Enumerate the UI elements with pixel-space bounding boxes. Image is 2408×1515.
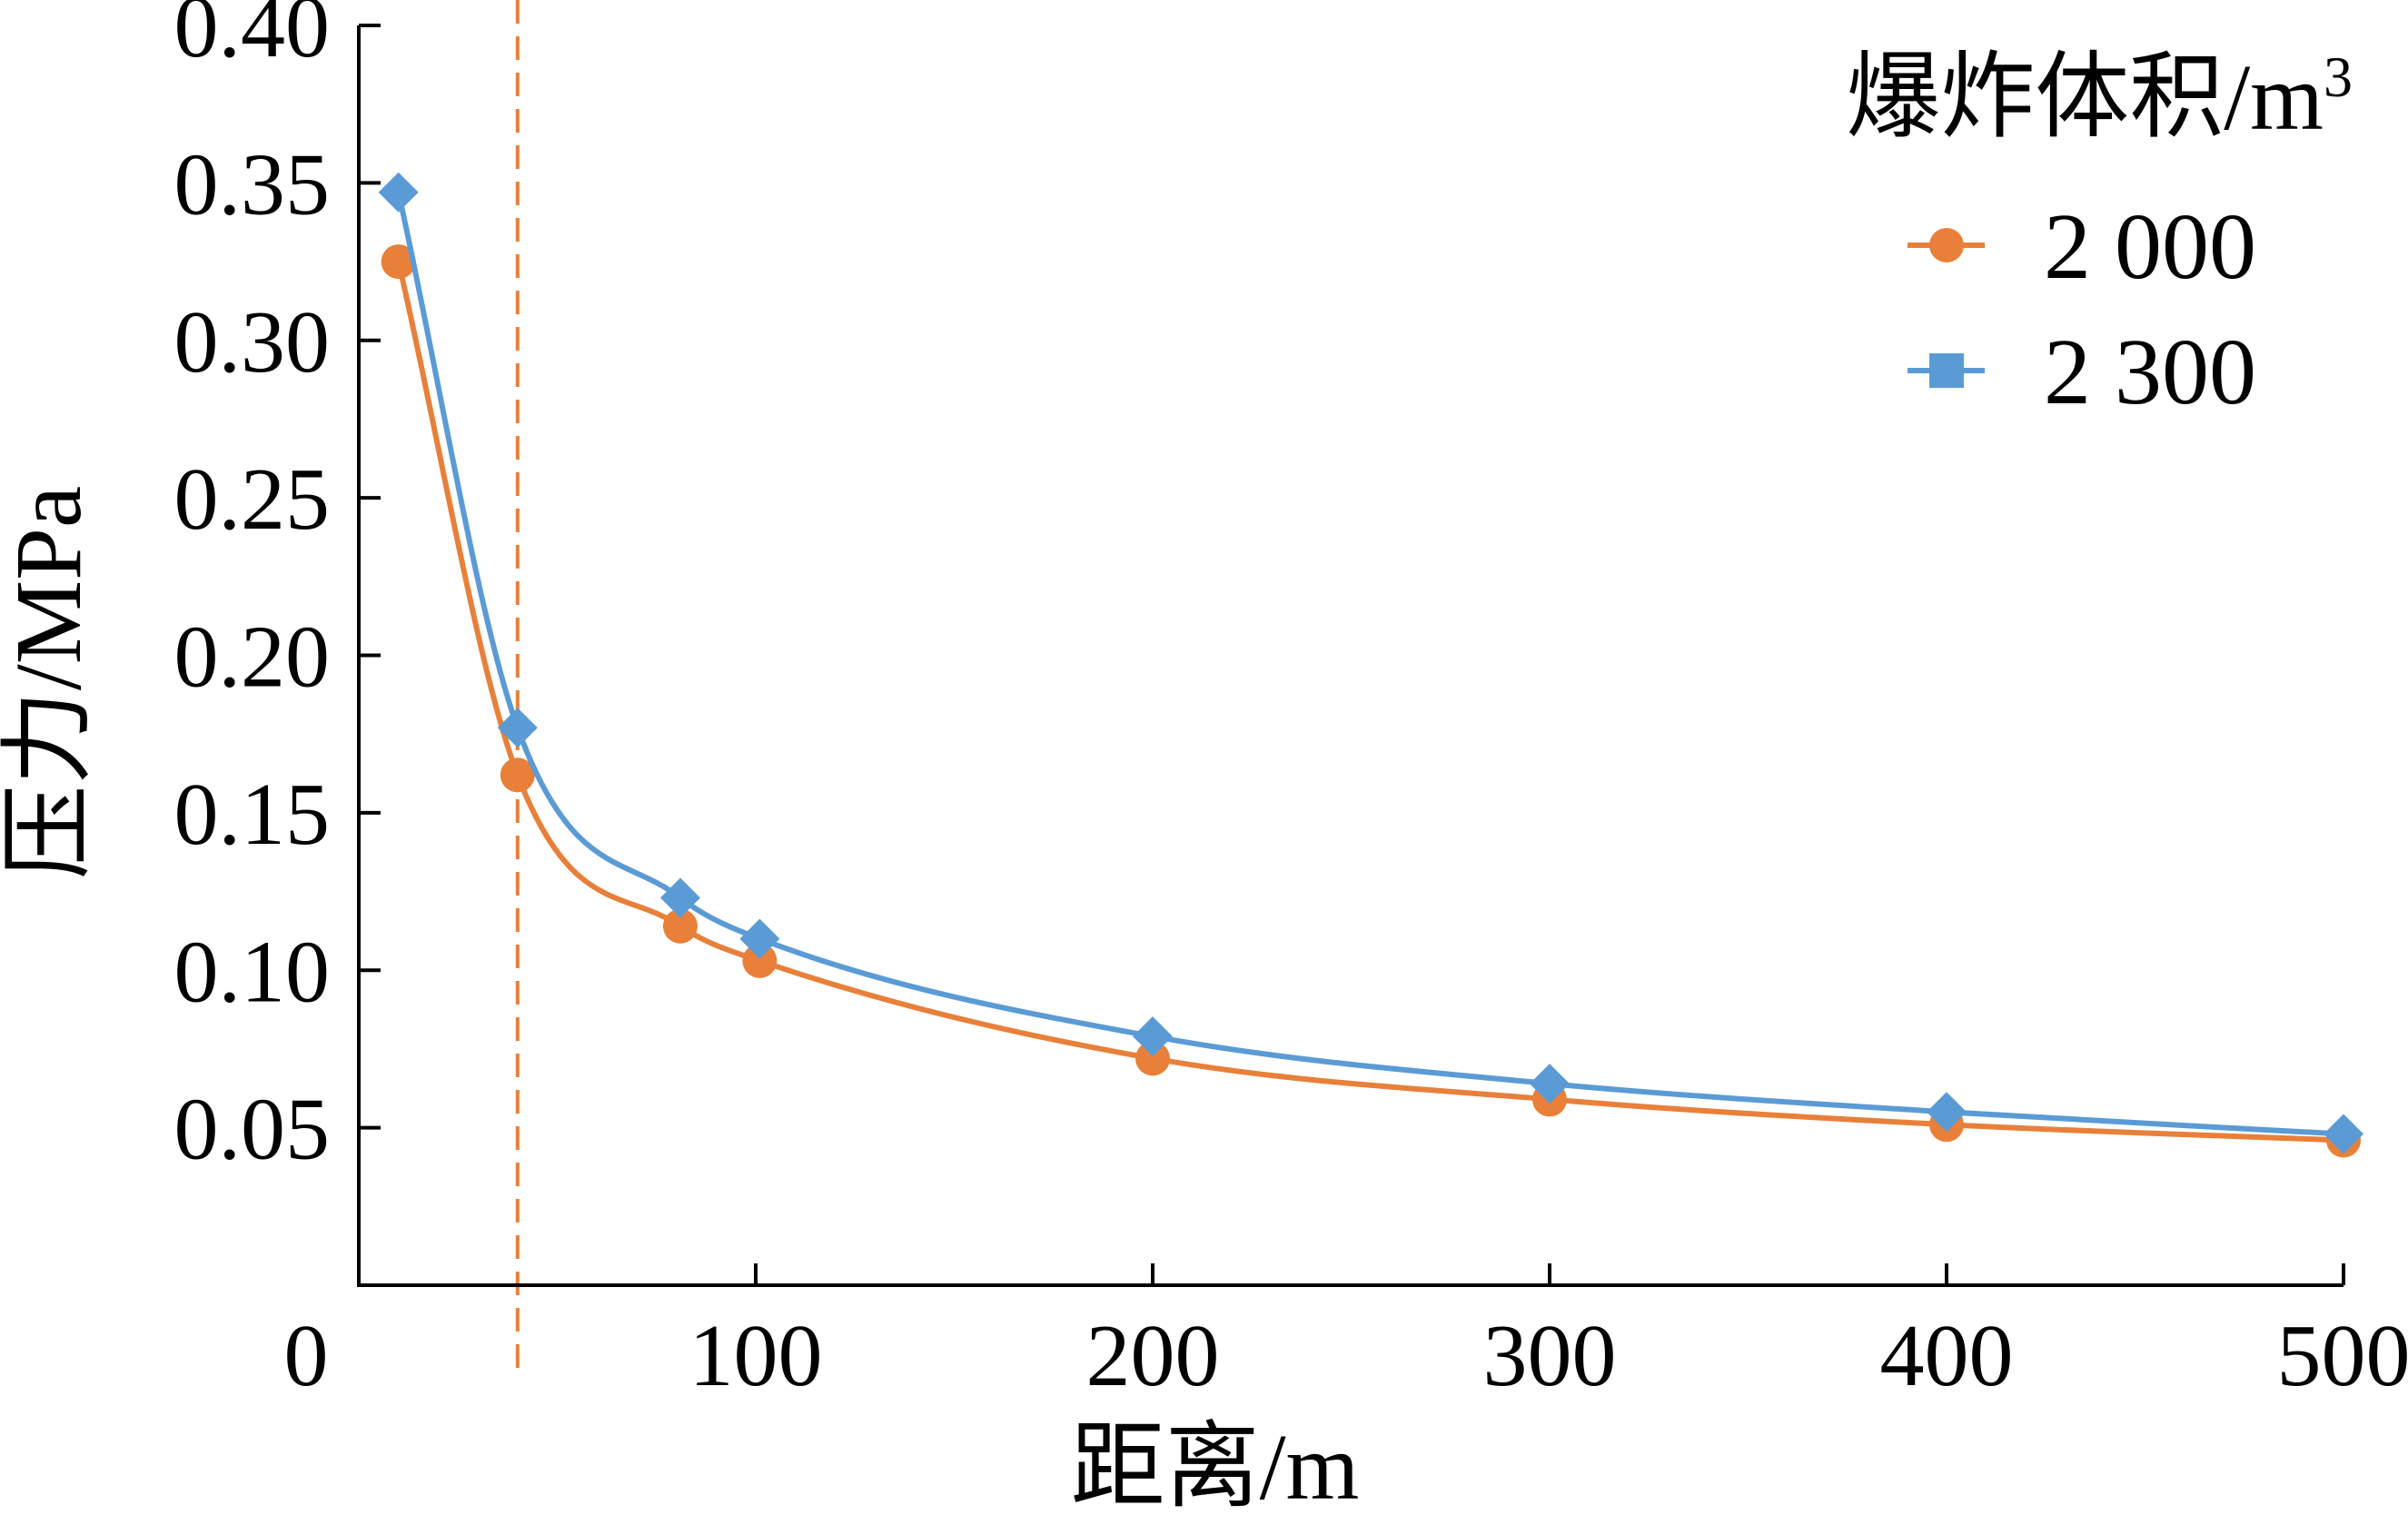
x-origin-label: 0 — [284, 1307, 329, 1405]
axes-layer — [357, 25, 2344, 1287]
legend-title-text: 爆炸体积/m — [1846, 45, 2324, 150]
data-point — [1133, 1016, 1173, 1057]
y-tick-label: 0.20 — [174, 609, 331, 707]
legend-label: 2 000 — [2044, 194, 2256, 299]
data-point — [378, 172, 419, 213]
legend-item: 2 000 — [1908, 194, 2256, 299]
legend: 爆炸体积/m3 2 000 2 300 — [1846, 45, 2353, 424]
data-point — [739, 918, 780, 959]
legend-title: 爆炸体积/m3 — [1846, 45, 2353, 150]
legend-swatch-marker — [1929, 353, 1964, 388]
x-tick-label: 500 — [2277, 1307, 2408, 1405]
x-tick-label: 100 — [689, 1307, 823, 1405]
y-tick-label: 0.30 — [174, 293, 331, 391]
axis-frame — [357, 25, 2344, 1287]
x-tick-label: 300 — [1483, 1307, 1617, 1405]
y-axis-title: 压力/MPa — [0, 486, 101, 879]
x-tick-label: 400 — [1880, 1307, 2014, 1405]
y-tick-label: 0.40 — [174, 0, 331, 76]
y-tick-label: 0.35 — [174, 135, 331, 233]
data-point — [500, 758, 535, 793]
data-point — [662, 908, 698, 944]
series-2 — [378, 172, 2363, 1154]
y-tick-label: 0.05 — [174, 1081, 331, 1179]
y-tick-label: 0.25 — [174, 451, 331, 549]
data-point — [1927, 1092, 1967, 1133]
data-point — [1135, 1041, 1170, 1076]
x-axis-title: 距离/m — [1071, 1415, 1360, 1515]
legend-swatch-marker — [1929, 228, 1964, 262]
legend-items: 2 000 2 300 — [1908, 194, 2256, 424]
data-point — [2324, 1114, 2363, 1154]
y-tick-label: 0.15 — [174, 766, 331, 864]
data-point — [742, 943, 778, 978]
data-point — [381, 244, 416, 280]
x-ticks: 100 200 300 400 500 — [689, 1263, 2408, 1405]
x-tick-label: 200 — [1086, 1307, 1220, 1405]
legend-title-superscript: 3 — [2324, 45, 2353, 109]
y-ticks: 0.05 0.10 0.15 0.20 0.25 0.30 0.35 0.40 — [174, 0, 381, 1179]
data-point — [659, 877, 700, 918]
series-layer — [378, 172, 2363, 1158]
legend-label: 2 300 — [2044, 320, 2256, 424]
data-point — [497, 708, 538, 748]
y-tick-label: 0.10 — [174, 923, 331, 1021]
data-point — [1530, 1064, 1570, 1104]
legend-item: 2 300 — [1908, 320, 2256, 424]
